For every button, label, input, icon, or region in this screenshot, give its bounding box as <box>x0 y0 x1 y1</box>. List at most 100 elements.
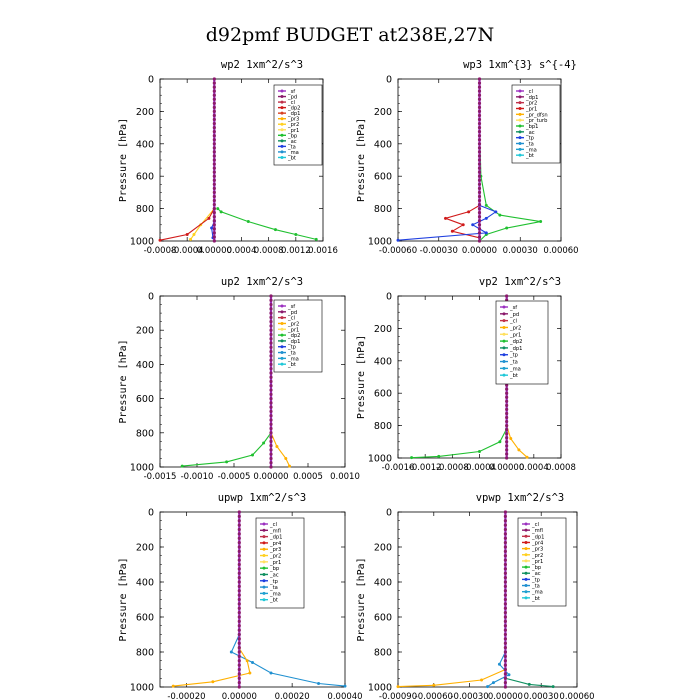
zero-line-marker <box>212 101 216 105</box>
series-point <box>484 231 488 235</box>
zero-line-marker <box>237 554 241 558</box>
legend-marker <box>280 89 284 93</box>
series-point <box>248 671 252 675</box>
zero-line-marker <box>477 146 482 150</box>
zero-line-marker <box>269 418 273 422</box>
zero-line-marker <box>269 409 273 414</box>
zero-line-marker <box>212 235 216 239</box>
legend-entry: _ma <box>509 366 521 372</box>
zero-line-marker <box>477 231 482 235</box>
zero-line-marker <box>477 154 482 158</box>
legend-entry: _ta <box>531 584 540 590</box>
series-point <box>210 226 214 230</box>
zero-line-marker <box>237 567 241 571</box>
zero-line-marker <box>503 597 507 602</box>
legend-marker <box>280 139 284 143</box>
zero-line-marker <box>237 615 241 619</box>
zero-line-marker <box>237 624 241 628</box>
x-tick-label: -0.00030 <box>420 246 458 256</box>
zero-line-marker <box>269 405 273 409</box>
zero-line-marker <box>503 654 507 658</box>
legend-marker <box>518 124 522 128</box>
zero-line-marker <box>503 681 507 685</box>
zero-line-marker <box>237 646 241 650</box>
series-point <box>192 233 196 237</box>
zero-line-marker <box>503 545 507 549</box>
zero-line-marker <box>477 85 482 89</box>
y-tick-label: 800 <box>136 204 154 215</box>
legend-marker <box>502 339 506 343</box>
legend-marker <box>280 345 284 349</box>
legend-entry: _tp <box>531 577 541 583</box>
series-point <box>246 220 250 224</box>
legend-entry: _pr2 <box>509 325 521 331</box>
x-tick-label: -0.0008 <box>144 246 177 256</box>
series-line-_tp <box>397 204 497 241</box>
legend-entry: _cl <box>531 522 539 528</box>
legend-marker <box>524 596 528 600</box>
legend-entry: _bt <box>287 155 296 161</box>
zero-line-marker <box>212 77 216 81</box>
legend-entry: _ma <box>269 591 281 597</box>
legend-marker <box>262 566 266 570</box>
zero-line-marker <box>477 134 482 138</box>
y-axis-label: Pressure [hPa] <box>118 339 129 423</box>
zero-line-marker <box>477 97 482 101</box>
zero-line-marker <box>477 89 482 93</box>
legend-entry: _ac <box>525 130 535 136</box>
y-tick-label: 0 <box>386 292 392 303</box>
zero-line-marker <box>503 580 507 584</box>
legend-marker <box>280 339 284 343</box>
zero-line-marker <box>269 452 273 456</box>
zero-line-marker <box>212 198 216 203</box>
zero-line-marker <box>212 211 216 215</box>
series-point <box>539 220 543 224</box>
zero-line-marker <box>269 379 273 384</box>
x-tick-label: -0.00090 <box>379 692 417 700</box>
y-tick-label: 200 <box>374 107 392 118</box>
zero-line-marker <box>212 97 216 101</box>
y-tick-label: 600 <box>374 389 392 400</box>
series-line-_pr2 <box>397 668 506 688</box>
zero-line-marker <box>503 571 507 575</box>
zero-line-marker <box>237 571 241 575</box>
series-point <box>269 671 273 675</box>
panel-up2: up2 1xm^2/s^3 0 200 400 600 800 1000-0.0015 -0.… <box>118 276 360 482</box>
zero-line-marker <box>237 676 241 680</box>
panel-vp2: vp2 1xm^2/s^302004006008001000-0.0016-0.… <box>356 276 576 473</box>
zero-line-marker <box>503 624 507 628</box>
legend-marker <box>262 579 266 583</box>
x-tick-label: 0.0005 <box>293 472 323 482</box>
panel-title: vpwp 1xm^2/s^3 <box>476 492 565 504</box>
zero-line-marker <box>505 387 509 391</box>
zero-line-marker <box>237 685 241 689</box>
series-point <box>262 441 266 445</box>
y-tick-label: 1000 <box>130 237 154 248</box>
legend-marker <box>280 111 284 115</box>
zero-line-marker <box>269 388 273 392</box>
zero-line-marker <box>477 81 482 85</box>
zero-line-marker <box>503 519 507 523</box>
x-tick-label: -0.0015 <box>144 472 177 482</box>
legend-marker <box>518 147 522 151</box>
zero-line-marker <box>237 593 241 597</box>
x-tick-label: 0.00000 <box>197 246 232 256</box>
legend-entry: _ac <box>269 572 279 578</box>
zero-line-marker <box>237 510 241 514</box>
zero-line-marker <box>237 611 241 615</box>
legend-entry: _tp <box>287 345 297 351</box>
zero-line-marker <box>269 426 273 431</box>
zero-line-marker <box>237 628 241 632</box>
zero-line-marker <box>269 341 273 345</box>
zero-line-marker <box>505 456 509 460</box>
series-point <box>480 678 484 682</box>
legend-entry: _pr1 <box>287 128 299 134</box>
legend-marker <box>262 598 266 602</box>
y-tick-label: 400 <box>136 139 154 150</box>
legend-entry: _pr4 <box>531 540 544 546</box>
legend-entry: _bp <box>531 565 542 571</box>
zero-line-marker <box>269 294 273 298</box>
legend-entry: _sf <box>287 304 295 310</box>
zero-line-marker <box>503 611 507 615</box>
zero-line-marker <box>237 558 241 562</box>
